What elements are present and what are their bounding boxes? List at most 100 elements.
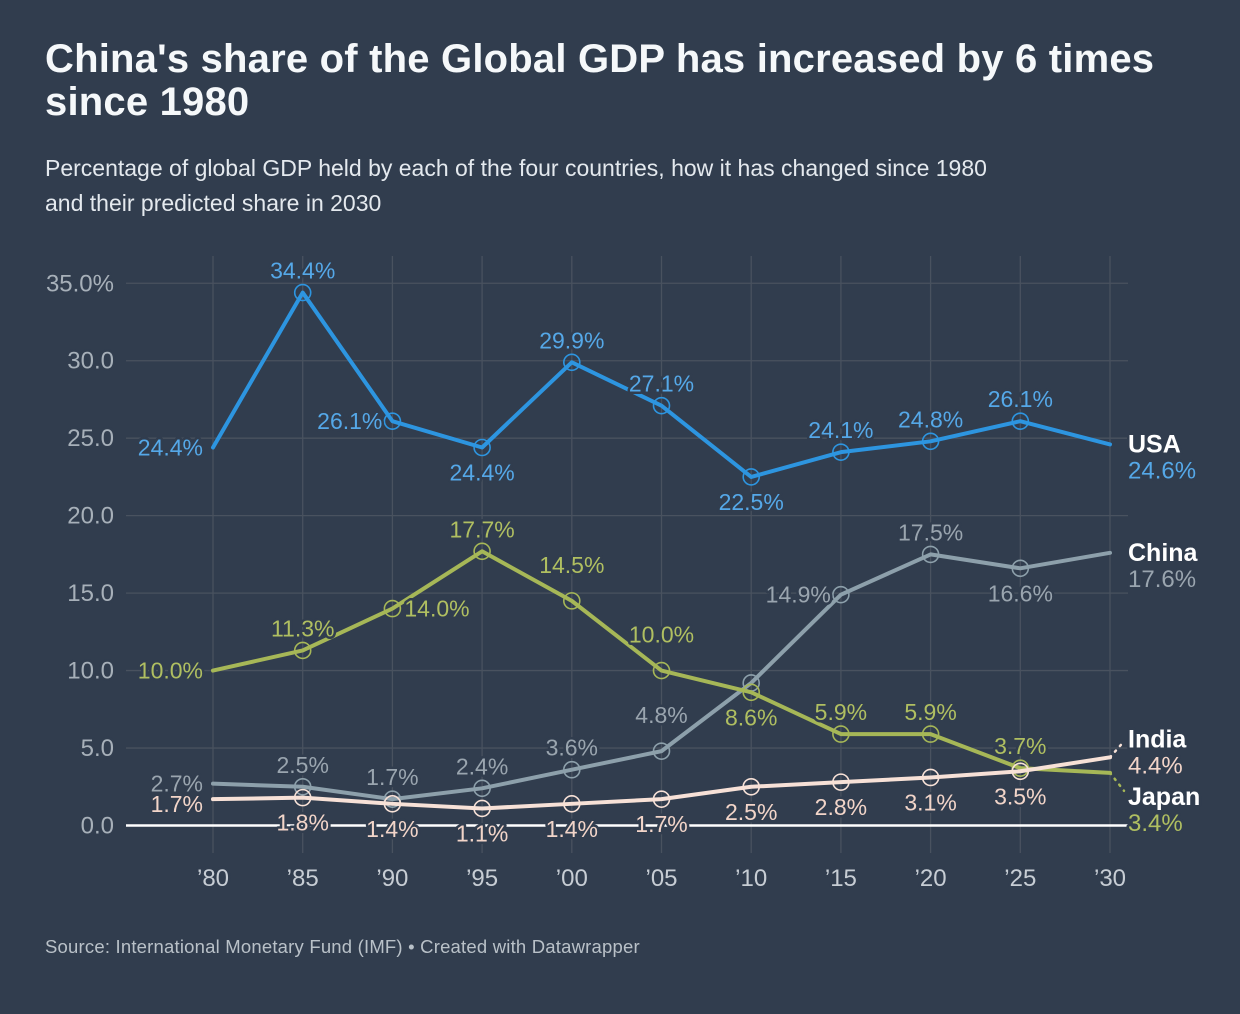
data-point-china xyxy=(652,742,671,760)
value-label-japan: 5.9% xyxy=(904,699,956,725)
data-point-japan xyxy=(921,725,940,743)
value-label-japan: 10.0% xyxy=(138,658,203,684)
value-label-china: 3.6% xyxy=(546,735,598,761)
data-point-japan xyxy=(293,641,312,660)
value-label-japan: 14.5% xyxy=(539,552,604,578)
data-point-china xyxy=(832,585,850,604)
legend-value-japan: 3.4% xyxy=(1128,810,1183,837)
legend-name-japan: Japan xyxy=(1128,783,1200,811)
value-label-india: 3.1% xyxy=(904,789,956,815)
value-label-japan: 11.3% xyxy=(271,615,335,641)
value-label-india: 1.1% xyxy=(456,820,508,846)
y-axis-tick-label: 5.0 xyxy=(81,735,114,762)
data-point-china xyxy=(473,779,491,798)
data-point-usa xyxy=(293,283,312,302)
y-axis-tick-label: 10.0 xyxy=(67,658,114,685)
x-axis-tick-label: ’15 xyxy=(825,865,857,892)
value-label-japan: 17.7% xyxy=(449,516,514,542)
x-axis-tick-label: ’95 xyxy=(466,865,498,892)
series-line-usa xyxy=(211,290,1112,479)
value-label-china: 14.9% xyxy=(766,582,831,608)
legend-connector-india xyxy=(1108,740,1126,759)
data-point-china xyxy=(921,545,940,564)
value-label-usa: 24.4% xyxy=(449,459,514,485)
value-label-usa: 22.5% xyxy=(719,489,784,515)
value-label-india: 1.7% xyxy=(151,791,203,817)
data-point-china xyxy=(562,760,581,779)
data-point-usa xyxy=(1011,412,1030,430)
value-label-usa: 26.1% xyxy=(988,386,1053,412)
value-label-japan: 10.0% xyxy=(629,622,694,648)
value-label-india: 2.8% xyxy=(815,794,867,820)
value-label-usa: 26.1% xyxy=(317,408,382,434)
data-point-china xyxy=(1011,559,1030,578)
data-point-china xyxy=(293,777,312,796)
data-point-usa xyxy=(562,353,581,372)
data-point-india xyxy=(293,788,312,807)
value-label-china: 2.4% xyxy=(456,753,508,779)
data-point-japan xyxy=(383,599,402,618)
source-note: Source: International Monetary Fund (IMF… xyxy=(45,936,640,957)
y-axis-tick-label: 35.0% xyxy=(46,270,114,297)
series-line-japan xyxy=(211,549,1112,775)
x-axis-tick-label: ’25 xyxy=(1004,865,1036,892)
value-label-usa: 24.1% xyxy=(808,417,873,443)
y-axis-tick-label: 0.0 xyxy=(81,813,114,840)
x-axis-tick-label: ’20 xyxy=(915,865,947,892)
value-label-usa: 24.8% xyxy=(898,406,963,432)
value-label-japan: 3.7% xyxy=(994,733,1046,759)
y-axis-tick-label: 15.0 xyxy=(67,580,114,607)
data-point-japan xyxy=(832,725,850,743)
chart-title: China's share of the Global GDP has incr… xyxy=(45,37,1155,124)
data-point-india xyxy=(473,799,491,818)
data-point-india xyxy=(921,768,940,787)
value-label-china: 2.5% xyxy=(276,752,328,778)
x-axis-tick-label: ’80 xyxy=(197,865,229,892)
data-point-japan xyxy=(562,592,581,610)
legend-name-china: China xyxy=(1128,539,1199,567)
data-point-japan xyxy=(742,683,761,702)
value-label-japan: 5.9% xyxy=(815,699,867,725)
x-axis-tick-label: ’90 xyxy=(376,865,408,892)
data-point-india xyxy=(1011,762,1030,781)
x-axis-tick-label: ’05 xyxy=(645,865,677,892)
x-axis-tick-label: ’10 xyxy=(735,865,767,892)
chart-subtitle: Percentage of global GDP held by each of… xyxy=(45,155,987,216)
value-label-usa: 29.9% xyxy=(539,327,604,353)
value-label-japan: 8.6% xyxy=(725,704,777,730)
x-axis-tick-label: ’30 xyxy=(1094,865,1126,892)
value-label-usa: 34.4% xyxy=(270,258,335,284)
legend-connector-japan xyxy=(1108,771,1126,793)
value-label-usa: 27.1% xyxy=(629,371,694,397)
data-point-japan xyxy=(473,542,491,561)
value-label-india: 1.4% xyxy=(546,816,598,842)
value-label-india: 2.5% xyxy=(725,799,777,825)
value-label-china: 1.7% xyxy=(366,764,418,790)
data-point-usa xyxy=(473,438,491,457)
value-label-india: 3.5% xyxy=(994,783,1046,809)
value-label-china: 17.5% xyxy=(898,519,963,545)
data-point-usa xyxy=(652,396,671,415)
data-point-india xyxy=(832,773,850,791)
y-axis-tick-label: 30.0 xyxy=(67,348,114,375)
value-label-usa: 24.4% xyxy=(138,434,203,460)
value-label-india: 1.7% xyxy=(635,811,687,837)
legend-value-india: 4.4% xyxy=(1128,752,1183,779)
legend-name-usa: USA xyxy=(1128,430,1181,458)
data-point-india xyxy=(652,790,671,808)
data-point-india xyxy=(562,795,581,813)
data-point-india xyxy=(383,795,402,813)
data-point-usa xyxy=(921,432,940,451)
x-axis-tick-label: ’00 xyxy=(556,865,588,892)
series-line-india xyxy=(211,755,1112,811)
value-label-china: 2.7% xyxy=(151,771,203,797)
data-point-usa xyxy=(383,412,402,430)
data-point-japan xyxy=(652,661,671,680)
legend-value-usa: 24.6% xyxy=(1128,457,1196,484)
value-label-india: 1.4% xyxy=(366,816,418,842)
value-label-china: 4.8% xyxy=(635,702,687,728)
data-point-india xyxy=(742,777,761,796)
value-label-china: 16.6% xyxy=(988,580,1053,606)
data-point-usa xyxy=(742,468,761,486)
